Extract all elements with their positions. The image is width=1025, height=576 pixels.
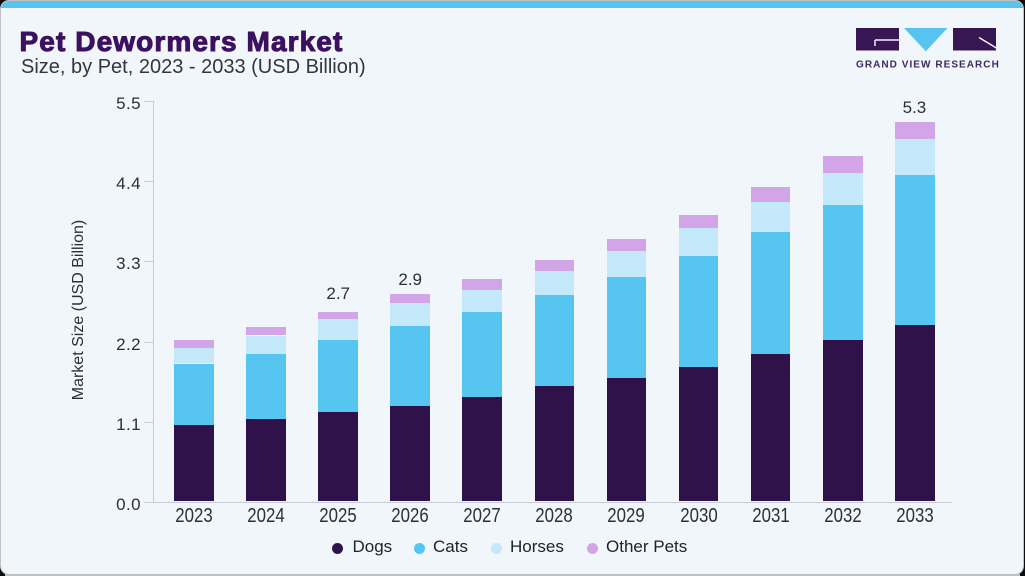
svg-text:GRAND VIEW RESEARCH: GRAND VIEW RESEARCH bbox=[856, 60, 1000, 71]
